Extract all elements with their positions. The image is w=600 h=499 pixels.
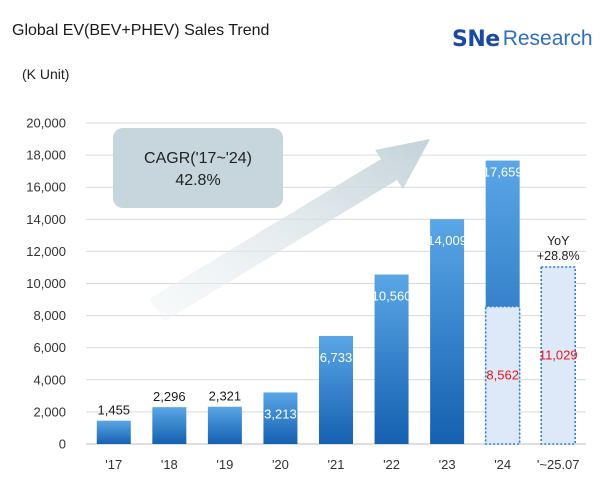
growth-arrow-icon <box>149 139 430 321</box>
bar-value-label: 2,321 <box>209 389 242 404</box>
yoy-value: +28.8% <box>537 249 580 263</box>
yoy-label: YoY <box>547 234 570 248</box>
bar <box>374 274 409 444</box>
chart-title: Global EV(BEV+PHEV) Sales Trend <box>12 22 270 39</box>
cagr-callout <box>113 128 283 208</box>
y-tick-label: 10,000 <box>26 276 66 291</box>
x-tick-label: '18 <box>161 457 178 472</box>
x-tick-label: '20 <box>272 457 289 472</box>
cagr-label: CAGR('17~'24) <box>144 150 252 167</box>
partial-value-label: 11,029 <box>539 347 578 362</box>
y-tick-label: 8,000 <box>33 308 66 323</box>
cagr-value: 42.8% <box>175 172 220 189</box>
bar-value-label: 17,659 <box>483 165 523 180</box>
bar-value-label: 14,009 <box>427 233 467 248</box>
x-tick-label: '19 <box>216 457 233 472</box>
logo-prefix: SNe <box>452 26 500 52</box>
bar <box>96 420 131 444</box>
y-tick-label: 4,000 <box>33 372 66 387</box>
logo-suffix: Research <box>502 27 593 50</box>
bar-value-label: 3,213 <box>264 406 297 421</box>
bar <box>152 407 187 444</box>
y-tick-label: 2,000 <box>33 404 66 419</box>
y-tick-label: 18,000 <box>26 148 66 163</box>
y-tick-label: 0 <box>59 437 66 452</box>
y-tick-label: 6,000 <box>33 340 66 355</box>
y-tick-label: 12,000 <box>26 244 66 259</box>
bar <box>263 392 298 444</box>
sne-research-logo: SNe Research <box>452 26 593 52</box>
partial-bar <box>540 266 577 445</box>
y-tick-label: 20,000 <box>26 116 66 131</box>
partial-value-label: 8,562 <box>486 367 519 382</box>
bar-value-label: 6,733 <box>320 350 353 365</box>
x-tick-label: '23 <box>439 457 456 472</box>
x-tick-label: '21 <box>328 457 345 472</box>
bar-value-label: 10,560 <box>372 289 412 304</box>
bar <box>319 335 353 444</box>
bar-value-label: 1,455 <box>98 403 131 418</box>
bar <box>430 219 465 444</box>
x-tick-label: '17 <box>105 457 122 472</box>
partial-bar <box>484 305 521 445</box>
x-tick-label: '24 <box>494 457 511 472</box>
y-tick-label: 16,000 <box>26 180 66 195</box>
x-tick-label: '22 <box>383 457 400 472</box>
x-tick-label: '~25.07 <box>537 457 580 472</box>
bar-value-label: 2,296 <box>153 389 186 404</box>
unit-label: (K Unit) <box>22 66 70 82</box>
y-tick-label: 14,000 <box>26 212 66 227</box>
bar <box>207 406 242 444</box>
